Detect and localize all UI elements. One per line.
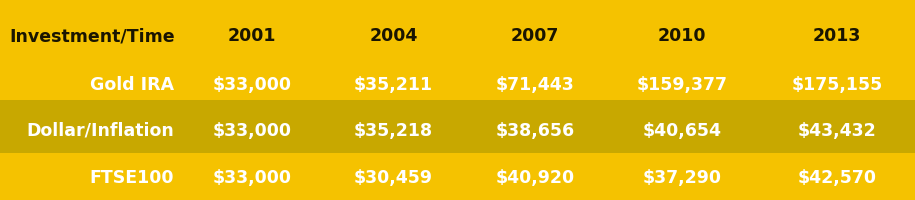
Text: Dollar/Inflation: Dollar/Inflation bbox=[27, 121, 174, 139]
Text: 2010: 2010 bbox=[657, 27, 706, 45]
Text: FTSE100: FTSE100 bbox=[90, 168, 174, 186]
Text: $33,000: $33,000 bbox=[212, 76, 291, 94]
Text: $159,377: $159,377 bbox=[636, 76, 727, 94]
Text: $40,920: $40,920 bbox=[496, 168, 575, 186]
Text: $42,570: $42,570 bbox=[798, 168, 877, 186]
Bar bbox=[0, 100, 915, 153]
Text: $35,211: $35,211 bbox=[354, 76, 433, 94]
Text: $71,443: $71,443 bbox=[496, 76, 575, 94]
Text: 2001: 2001 bbox=[227, 27, 276, 45]
Text: $33,000: $33,000 bbox=[212, 168, 291, 186]
Text: Investment/Time: Investment/Time bbox=[9, 27, 175, 45]
Text: $30,459: $30,459 bbox=[354, 168, 433, 186]
Text: 2013: 2013 bbox=[813, 27, 861, 45]
Text: 2004: 2004 bbox=[370, 27, 417, 45]
Text: $40,654: $40,654 bbox=[642, 121, 721, 139]
Text: $37,290: $37,290 bbox=[642, 168, 721, 186]
Text: $43,432: $43,432 bbox=[798, 121, 877, 139]
Text: $38,656: $38,656 bbox=[496, 121, 575, 139]
Text: $175,155: $175,155 bbox=[791, 76, 883, 94]
Text: Gold IRA: Gold IRA bbox=[90, 76, 174, 94]
Text: $33,000: $33,000 bbox=[212, 121, 291, 139]
Text: 2007: 2007 bbox=[511, 27, 559, 45]
Text: $35,218: $35,218 bbox=[354, 121, 433, 139]
